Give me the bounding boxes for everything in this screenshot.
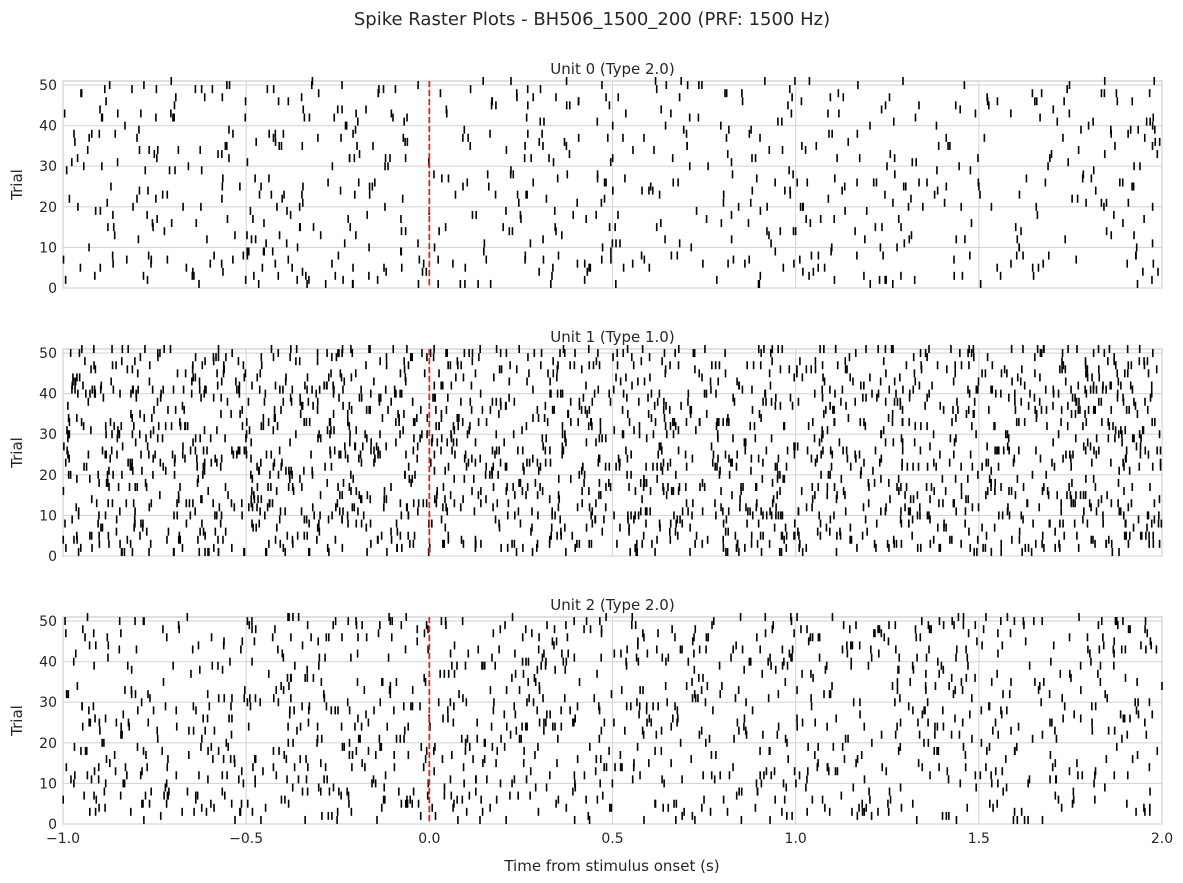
spike-marks bbox=[62, 77, 1161, 288]
y-tick-label: 50 bbox=[39, 346, 57, 362]
panel-title: Unit 2 (Type 2.0) bbox=[550, 596, 674, 614]
x-tick-label: 1.5 bbox=[968, 831, 990, 847]
raster-panel-2: Unit 2 (Type 2.0) 0 10 20 30 40 50 Trial bbox=[8, 596, 1163, 833]
y-tick-label: 50 bbox=[39, 78, 57, 94]
y-tick-label: 10 bbox=[39, 776, 57, 792]
y-tick-label: 30 bbox=[39, 427, 57, 443]
y-axis-label: Trial bbox=[8, 705, 26, 737]
raster-panel-1: Unit 1 (Type 1.0) 0 10 20 30 40 50 Trial bbox=[8, 328, 1163, 565]
x-tick-label: 2.0 bbox=[1151, 831, 1173, 847]
x-axis-label: Time from stimulus onset (s) bbox=[503, 857, 719, 875]
y-tick-label: 0 bbox=[48, 281, 57, 297]
y-axis-label: Trial bbox=[8, 437, 26, 469]
y-tick-label: 10 bbox=[39, 508, 57, 524]
y-tick-label: 40 bbox=[39, 119, 57, 135]
y-tick-label: 30 bbox=[39, 695, 57, 711]
y-tick-label: 0 bbox=[48, 549, 57, 565]
y-tick-label: 0 bbox=[48, 817, 57, 833]
x-tick-label: 0.5 bbox=[601, 831, 623, 847]
spike-marks bbox=[62, 345, 1163, 556]
x-tick-label: 0.0 bbox=[418, 831, 440, 847]
y-tick-label: 50 bbox=[39, 614, 57, 630]
y-tick-label: 20 bbox=[39, 200, 57, 216]
y-tick-label: 10 bbox=[39, 240, 57, 256]
panel-title: Unit 1 (Type 1.0) bbox=[550, 328, 674, 346]
y-tick-label: 40 bbox=[39, 655, 57, 671]
y-axis-label: Trial bbox=[8, 169, 26, 201]
raster-panel-0: Unit 0 (Type 2.0) 0 10 20 30 40 50 Trial bbox=[8, 60, 1163, 297]
x-tick-label: −1.0 bbox=[46, 831, 80, 847]
spike-marks bbox=[62, 613, 1163, 824]
figure-title: Spike Raster Plots - BH506_1500_200 (PRF… bbox=[354, 9, 830, 30]
x-axis: −1.0 −0.5 0.0 0.5 1.0 1.5 2.0 bbox=[46, 831, 1173, 847]
y-tick-label: 20 bbox=[39, 736, 57, 752]
panel-title: Unit 0 (Type 2.0) bbox=[550, 60, 674, 78]
y-tick-label: 40 bbox=[39, 387, 57, 403]
y-tick-label: 30 bbox=[39, 159, 57, 175]
x-tick-label: −0.5 bbox=[229, 831, 263, 847]
y-tick-label: 20 bbox=[39, 468, 57, 484]
x-tick-label: 1.0 bbox=[785, 831, 807, 847]
